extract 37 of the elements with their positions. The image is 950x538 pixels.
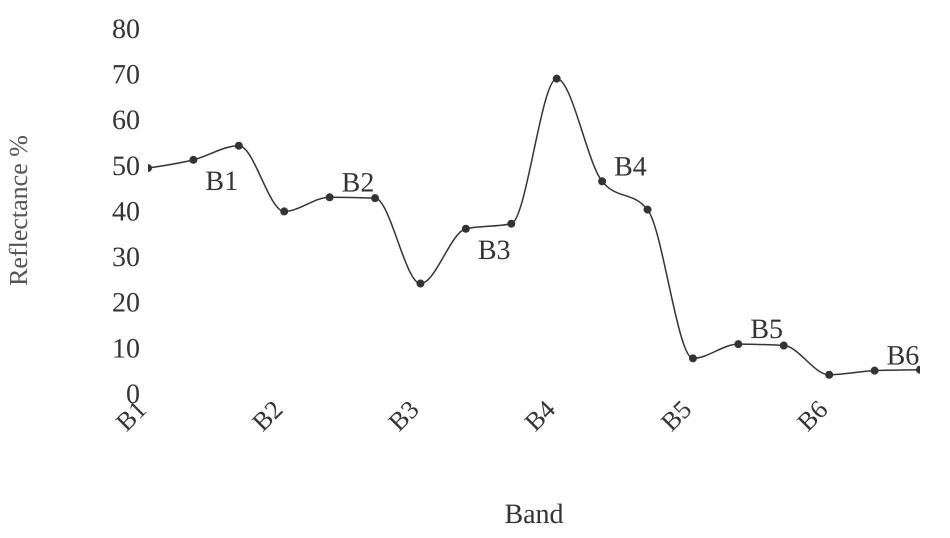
point xyxy=(416,280,424,288)
point xyxy=(552,74,561,83)
x-tick-label: B4 xyxy=(518,394,561,437)
point xyxy=(189,156,198,164)
point xyxy=(644,206,652,214)
annotation: B3 xyxy=(478,234,511,266)
x-tick-label: B5 xyxy=(655,394,698,437)
point xyxy=(371,194,380,202)
y-tick-label: 10 xyxy=(112,333,140,364)
x-axis-title: Band xyxy=(504,499,564,530)
y-axis-title: Reflectance % xyxy=(4,135,34,286)
point xyxy=(870,366,879,375)
annotation: B6 xyxy=(886,340,920,372)
point xyxy=(688,354,697,362)
y-tick-label: 50 xyxy=(112,150,140,182)
point xyxy=(280,207,288,216)
point xyxy=(734,340,742,348)
annotation: B2 xyxy=(342,167,374,198)
y-tick-label: 80 xyxy=(112,14,140,45)
annotation: B4 xyxy=(614,151,647,182)
point xyxy=(825,370,834,379)
y-tick-label: 40 xyxy=(112,196,140,228)
point xyxy=(780,342,788,350)
x-tick-label: B2 xyxy=(246,394,288,437)
y-tick-label: 20 xyxy=(112,288,140,319)
y-tick-label: 30 xyxy=(112,242,140,274)
x-tick-label: B3 xyxy=(382,394,425,437)
point xyxy=(462,224,470,233)
point xyxy=(234,142,243,150)
y-tick-label: 60 xyxy=(112,105,140,136)
point xyxy=(326,193,334,202)
point xyxy=(598,177,606,186)
x-tick-label: B6 xyxy=(791,394,834,437)
annotation: B5 xyxy=(750,314,784,346)
y-tick-label: 70 xyxy=(112,60,140,91)
point xyxy=(507,220,516,228)
annotation: B1 xyxy=(205,166,238,197)
